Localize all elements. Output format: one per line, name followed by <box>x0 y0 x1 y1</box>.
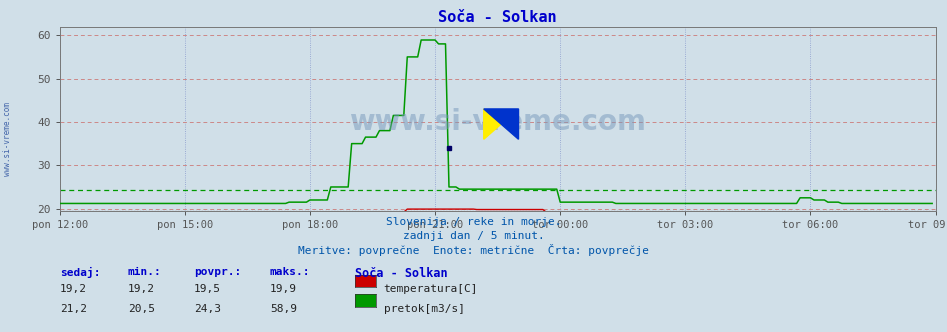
Text: www.si-vreme.com: www.si-vreme.com <box>3 103 12 176</box>
Text: Slovenija / reke in morje.: Slovenija / reke in morje. <box>385 217 562 227</box>
Text: 19,9: 19,9 <box>270 284 297 294</box>
Text: Meritve: povprečne  Enote: metrične  Črta: povprečje: Meritve: povprečne Enote: metrične Črta:… <box>298 244 649 256</box>
Polygon shape <box>484 109 501 139</box>
Text: 19,2: 19,2 <box>60 284 87 294</box>
Text: 21,2: 21,2 <box>60 304 87 314</box>
Text: maks.:: maks.: <box>270 267 311 277</box>
Text: pretok[m3/s]: pretok[m3/s] <box>384 304 465 314</box>
Text: 24,3: 24,3 <box>194 304 222 314</box>
Polygon shape <box>484 109 519 139</box>
Text: 19,5: 19,5 <box>194 284 222 294</box>
Text: sedaj:: sedaj: <box>60 267 100 278</box>
Text: zadnji dan / 5 minut.: zadnji dan / 5 minut. <box>402 231 545 241</box>
Text: 19,2: 19,2 <box>128 284 155 294</box>
Title: Soča - Solkan: Soča - Solkan <box>438 10 557 25</box>
Text: Soča - Solkan: Soča - Solkan <box>355 267 448 280</box>
Text: www.si-vreme.com: www.si-vreme.com <box>349 108 646 136</box>
Text: min.:: min.: <box>128 267 162 277</box>
Text: 58,9: 58,9 <box>270 304 297 314</box>
Text: temperatura[C]: temperatura[C] <box>384 284 478 294</box>
Text: 20,5: 20,5 <box>128 304 155 314</box>
Text: povpr.:: povpr.: <box>194 267 241 277</box>
